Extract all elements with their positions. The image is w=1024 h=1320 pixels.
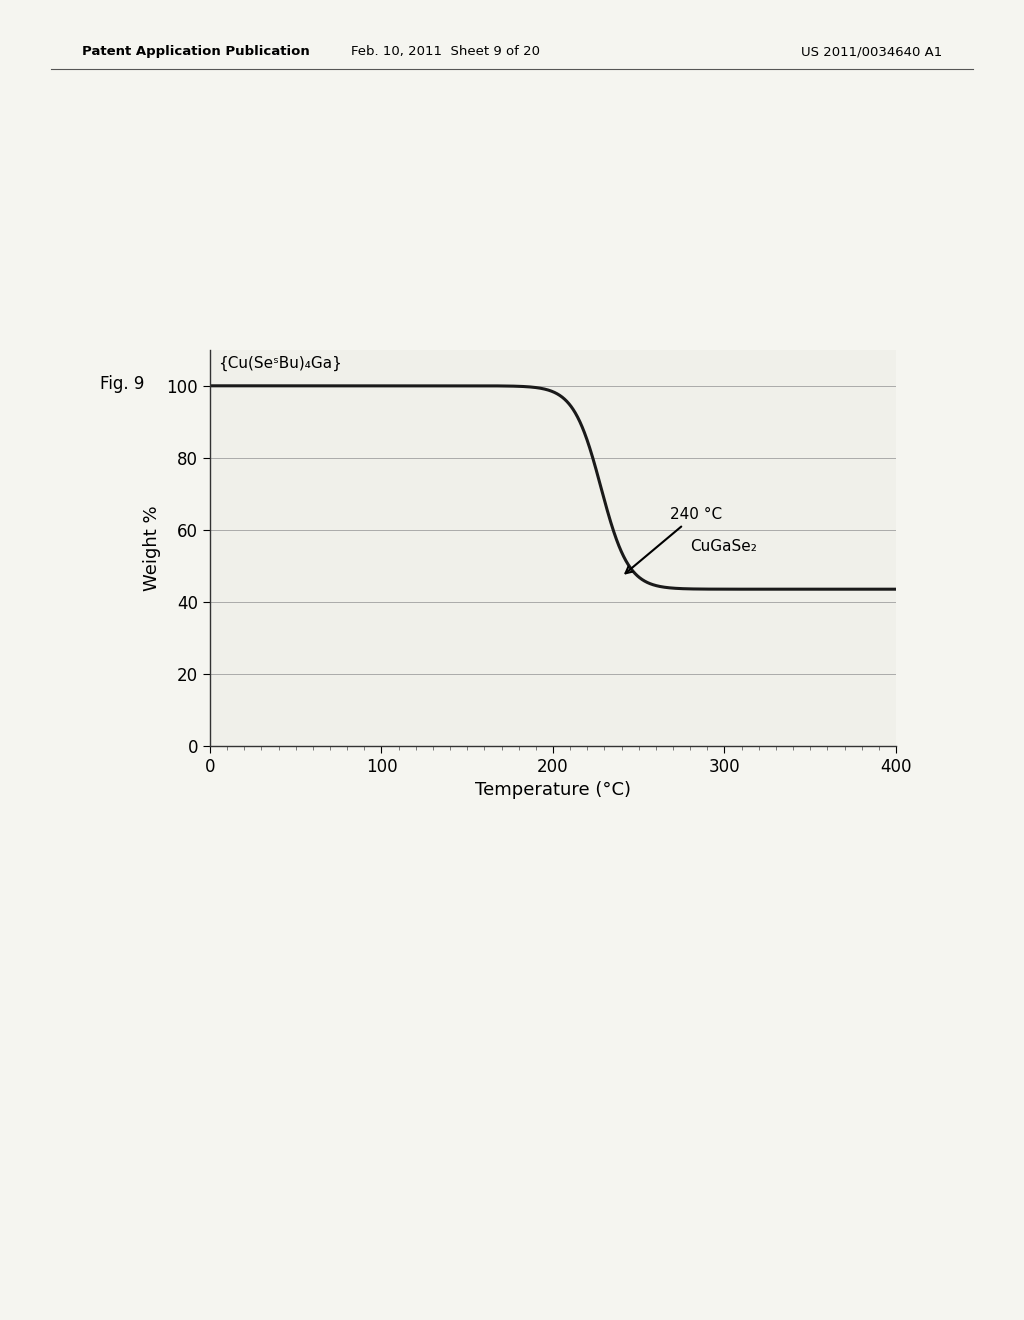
Text: US 2011/0034640 A1: US 2011/0034640 A1: [801, 45, 942, 58]
Text: Patent Application Publication: Patent Application Publication: [82, 45, 309, 58]
Text: 240 °C: 240 °C: [626, 507, 722, 573]
Text: Feb. 10, 2011  Sheet 9 of 20: Feb. 10, 2011 Sheet 9 of 20: [351, 45, 540, 58]
Text: Fig. 9: Fig. 9: [100, 375, 144, 393]
Text: CuGaSe₂: CuGaSe₂: [690, 540, 757, 554]
Text: {Cu(SeˢBu)₄Ga}: {Cu(SeˢBu)₄Ga}: [218, 356, 342, 371]
Y-axis label: Weight %: Weight %: [143, 506, 161, 590]
X-axis label: Temperature (°C): Temperature (°C): [475, 781, 631, 799]
